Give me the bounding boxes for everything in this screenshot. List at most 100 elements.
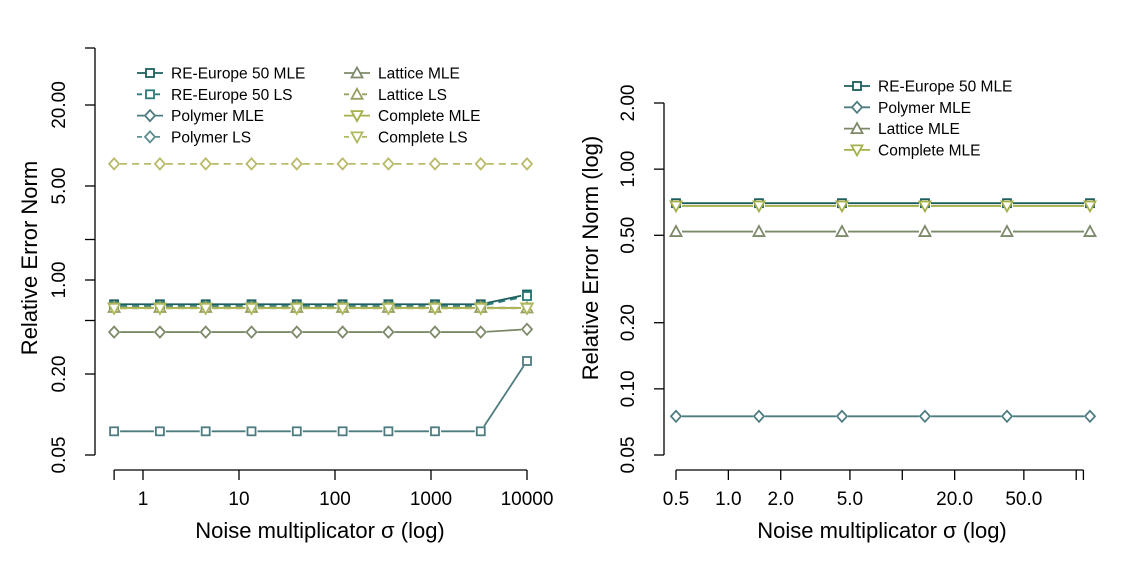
y-tick-label: 1.00 bbox=[49, 262, 70, 299]
data-point bbox=[431, 427, 439, 435]
legend-entry: Polymer LS bbox=[137, 129, 251, 146]
data-point bbox=[248, 427, 256, 435]
data-point bbox=[836, 226, 847, 236]
y-axis-title: Relative Error Norm (log) bbox=[578, 136, 603, 381]
legend-label: Complete LS bbox=[378, 129, 468, 146]
data-point bbox=[430, 158, 440, 169]
data-point bbox=[477, 427, 485, 435]
data-point bbox=[1084, 226, 1095, 236]
y-tick-label: 0.20 bbox=[49, 356, 70, 393]
x-tick-label: 10000 bbox=[501, 489, 554, 510]
data-point bbox=[383, 327, 393, 338]
data-point bbox=[338, 327, 348, 338]
data-point bbox=[384, 427, 392, 435]
data-point bbox=[247, 327, 257, 338]
data-point bbox=[919, 226, 930, 236]
data-point bbox=[155, 327, 165, 338]
y-axis-title: Relative Error Norm bbox=[17, 161, 42, 355]
y-tick-label: 0.05 bbox=[49, 437, 70, 474]
legend: RE-Europe 50 MLE Polymer MLE Lattice MLE Co… bbox=[844, 79, 1012, 160]
legend-label: Lattice MLE bbox=[378, 66, 460, 83]
legend-label: Polymer MLE bbox=[171, 108, 264, 125]
x-tick-label: 50.0 bbox=[1005, 489, 1042, 510]
data-point bbox=[671, 411, 681, 422]
data-point bbox=[109, 158, 119, 169]
x-tick-label: 1 bbox=[138, 489, 149, 510]
x-tick-label: 1000 bbox=[410, 489, 452, 510]
y-tick-label: 20.00 bbox=[49, 81, 70, 129]
series-line-segment bbox=[484, 366, 524, 426]
legend-entry: Complete LS bbox=[344, 129, 468, 146]
y-tick-label: 1.00 bbox=[618, 151, 639, 188]
data-point bbox=[523, 292, 531, 300]
data-point bbox=[837, 411, 847, 422]
data-point bbox=[293, 427, 301, 435]
data-point bbox=[247, 158, 257, 169]
data-point bbox=[339, 427, 347, 435]
series-line-segment bbox=[487, 330, 521, 332]
legend-entry: RE-Europe 50 MLE bbox=[844, 79, 1012, 96]
legend-entry: Complete MLE bbox=[344, 108, 481, 125]
data-point bbox=[753, 226, 764, 236]
y-tick-label: 5.00 bbox=[49, 167, 70, 204]
series-2 bbox=[110, 357, 531, 435]
data-point bbox=[202, 427, 210, 435]
series-1 bbox=[671, 411, 1095, 422]
legend-label: Lattice MLE bbox=[878, 121, 960, 138]
series-2 bbox=[671, 226, 1096, 236]
legend-label: Polymer LS bbox=[171, 129, 251, 146]
data-point bbox=[522, 158, 532, 169]
data-point bbox=[201, 327, 211, 338]
legend-marker bbox=[853, 82, 861, 90]
legend-label: RE-Europe 50 LS bbox=[171, 87, 293, 104]
left-panel: 1 10 100 1000 10000 0.05 0.20 1.00 5.00 20.00 Nois… bbox=[17, 48, 553, 543]
data-point bbox=[1002, 411, 1012, 422]
data-point bbox=[292, 158, 302, 169]
y-tick-label: 0.10 bbox=[618, 370, 639, 407]
data-point bbox=[430, 327, 440, 338]
legend-marker bbox=[146, 90, 154, 98]
legend-marker bbox=[852, 102, 862, 113]
legend-label: RE-Europe 50 MLE bbox=[878, 79, 1012, 96]
legend-entry: Polymer MLE bbox=[844, 100, 971, 117]
y-tick-label: 2.00 bbox=[618, 85, 639, 122]
x-axis-title: Noise multiplicator σ (log) bbox=[757, 518, 1007, 543]
x-tick-label: 100 bbox=[319, 489, 351, 510]
legend-label: Complete MLE bbox=[378, 108, 481, 125]
legend-label: Complete MLE bbox=[878, 142, 981, 159]
x-tick-label: 20.0 bbox=[936, 489, 973, 510]
data-point bbox=[476, 158, 486, 169]
data-point bbox=[383, 158, 393, 169]
data-point bbox=[522, 324, 532, 335]
legend-label: Polymer MLE bbox=[878, 100, 971, 117]
data-point bbox=[109, 327, 119, 338]
legend-entry: RE-Europe 50 MLE bbox=[137, 66, 305, 83]
legend-entry: Complete MLE bbox=[844, 142, 981, 159]
legend-entry: Lattice LS bbox=[344, 87, 447, 104]
legend-label: RE-Europe 50 MLE bbox=[171, 66, 305, 83]
x-tick-label: 1.0 bbox=[715, 489, 741, 510]
legend-entry: Polymer MLE bbox=[137, 108, 264, 125]
data-point bbox=[671, 226, 682, 236]
data-point bbox=[338, 158, 348, 169]
data-point bbox=[201, 158, 211, 169]
x-axis-title: Noise multiplicator σ (log) bbox=[195, 518, 445, 543]
legend-marker bbox=[146, 69, 154, 77]
x-tick-label: 10 bbox=[228, 489, 249, 510]
data-point bbox=[110, 427, 118, 435]
series-3 bbox=[109, 158, 532, 169]
data-point bbox=[1085, 411, 1095, 422]
x-tick-label: 0.5 bbox=[663, 489, 689, 510]
legend: RE-Europe 50 MLE RE-Europe 50 LS Polymer M… bbox=[137, 66, 481, 147]
data-point bbox=[1002, 226, 1013, 236]
legend-marker bbox=[145, 110, 155, 121]
series-4 bbox=[109, 324, 532, 338]
y-tick-label: 0.20 bbox=[618, 304, 639, 341]
legend-entry: Lattice MLE bbox=[344, 66, 460, 83]
y-tick-label: 0.50 bbox=[618, 217, 639, 254]
y-tick-label: 0.05 bbox=[618, 437, 639, 474]
data-point bbox=[476, 327, 486, 338]
